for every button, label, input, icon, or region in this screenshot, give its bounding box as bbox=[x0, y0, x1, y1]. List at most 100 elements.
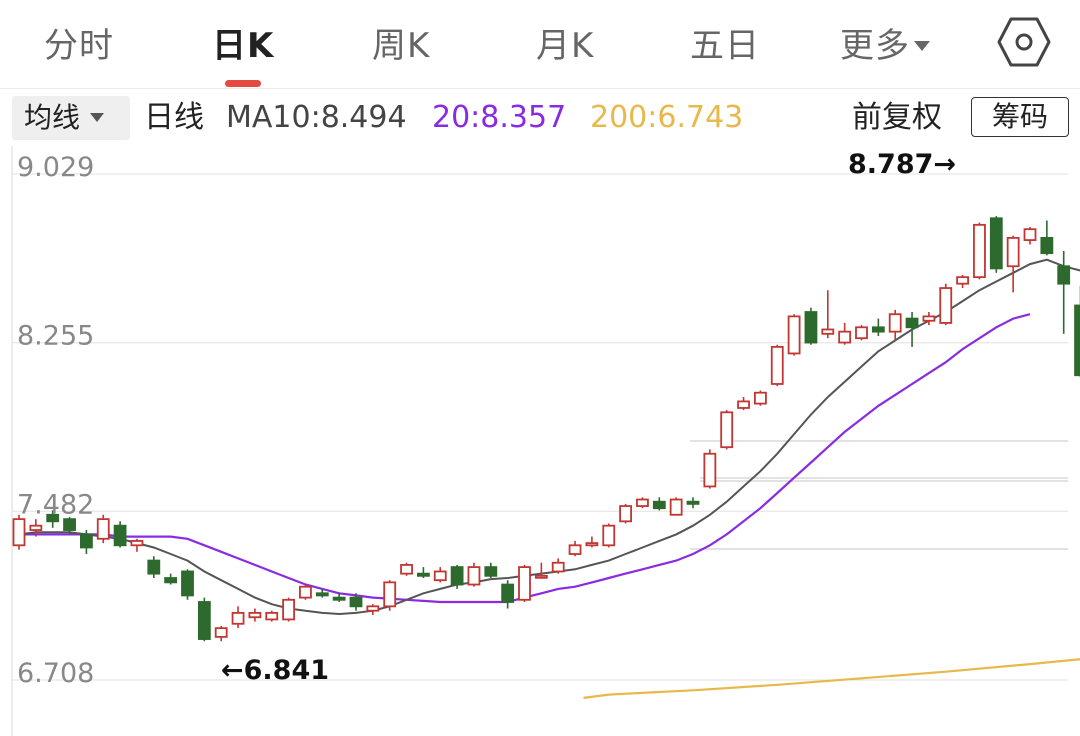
candle-body-up bbox=[551, 561, 565, 573]
candle-body-down bbox=[450, 566, 464, 586]
candle bbox=[922, 312, 936, 326]
candle bbox=[450, 564, 464, 589]
candle-body-up bbox=[248, 611, 262, 619]
candle-body-down bbox=[652, 500, 666, 510]
candle bbox=[534, 562, 548, 579]
candle bbox=[871, 318, 885, 337]
candle-body-up bbox=[585, 542, 599, 547]
candle-body-up bbox=[703, 452, 717, 488]
candle bbox=[551, 558, 565, 574]
candle bbox=[147, 556, 161, 578]
candle-body-down bbox=[416, 572, 430, 577]
hexagon-settings-icon[interactable] bbox=[997, 15, 1051, 69]
ma20-value: 20:8.357 bbox=[432, 100, 567, 135]
candle bbox=[956, 274, 969, 289]
tab-monthly-k[interactable]: 月K bbox=[536, 26, 595, 66]
candle-body-up bbox=[433, 570, 447, 582]
candle bbox=[1023, 227, 1037, 245]
tab-more-label: 更多 bbox=[840, 26, 910, 66]
candle bbox=[737, 397, 750, 411]
candle-body-up bbox=[231, 611, 245, 625]
candle bbox=[602, 523, 616, 548]
candle bbox=[416, 567, 430, 578]
candle bbox=[619, 503, 632, 524]
candle bbox=[484, 562, 498, 578]
candle-body-down bbox=[989, 217, 1003, 270]
candle bbox=[315, 588, 329, 598]
ma-dropdown-button[interactable]: 均线 bbox=[12, 96, 130, 140]
candle-body-down bbox=[164, 577, 178, 584]
candle bbox=[770, 344, 784, 387]
candle-body-up bbox=[754, 391, 767, 405]
candle bbox=[433, 567, 447, 583]
period-tabs: 分时 日K 周K 月K 五日 更多 bbox=[0, 0, 1080, 89]
candle-body-up bbox=[1023, 228, 1037, 241]
candle bbox=[804, 307, 818, 345]
ma10-value: MA10:8.494 bbox=[226, 100, 407, 135]
candle bbox=[720, 410, 734, 450]
candle-body-up bbox=[383, 581, 397, 608]
candle-body-up bbox=[96, 518, 110, 540]
candle-body-down bbox=[501, 583, 515, 603]
candle bbox=[703, 449, 717, 489]
indicator-bar: 均线 日线 MA10:8.494 20:8.357 200:6.743 前复权 … bbox=[0, 94, 1080, 144]
candle bbox=[46, 510, 60, 528]
candle-body-up bbox=[400, 564, 413, 575]
candle bbox=[518, 564, 531, 602]
candle-body-up bbox=[568, 544, 582, 555]
y-tick-label: 9.029 bbox=[17, 152, 94, 183]
candle-body-up bbox=[619, 505, 632, 523]
candle bbox=[501, 580, 515, 609]
candle-body-up bbox=[534, 574, 548, 579]
candle bbox=[164, 573, 178, 585]
candle-body-up bbox=[636, 498, 649, 507]
candle bbox=[1006, 235, 1020, 293]
tab-weekly-k[interactable]: 周K bbox=[372, 26, 431, 66]
candle bbox=[1057, 250, 1071, 334]
candle-body-up bbox=[720, 411, 734, 449]
candle bbox=[686, 497, 700, 509]
high-price-annotation: 8.787→ bbox=[848, 149, 956, 180]
candle-body-up bbox=[855, 326, 868, 340]
candle bbox=[1040, 220, 1054, 256]
candle bbox=[231, 606, 245, 629]
ma200-value: 200:6.743 bbox=[590, 100, 744, 135]
candle bbox=[787, 314, 801, 356]
candle-body-up bbox=[973, 223, 986, 279]
candle-body-down bbox=[484, 566, 498, 577]
chip-distribution-button[interactable]: 筹码 bbox=[971, 97, 1069, 137]
candle bbox=[349, 593, 363, 611]
candle bbox=[181, 569, 194, 600]
candle bbox=[754, 390, 767, 406]
candle bbox=[383, 580, 397, 611]
candle-body-up bbox=[922, 315, 936, 322]
triangle-down-icon bbox=[90, 112, 105, 122]
candle bbox=[905, 312, 919, 347]
candle bbox=[888, 309, 902, 341]
candle-body-down bbox=[332, 596, 346, 601]
candle-body-down bbox=[147, 559, 161, 575]
candle bbox=[989, 216, 1003, 273]
low-price-annotation: ←6.841 bbox=[221, 655, 329, 686]
candle-body-up bbox=[669, 498, 683, 516]
candle-body-up bbox=[366, 605, 380, 612]
tab-daily-k[interactable]: 日K bbox=[212, 26, 275, 66]
candle bbox=[652, 497, 666, 511]
candle-body-down bbox=[80, 533, 93, 549]
candle bbox=[855, 325, 868, 341]
candle bbox=[939, 283, 953, 326]
adjust-mode-label[interactable]: 前复权 bbox=[852, 100, 942, 135]
ma-button-label: 均线 bbox=[24, 101, 81, 134]
ma10-line bbox=[18, 258, 1080, 616]
tab-more[interactable]: 更多 bbox=[840, 18, 930, 67]
tab-intraday[interactable]: 分时 bbox=[44, 26, 114, 66]
candle bbox=[366, 604, 380, 616]
candle-body-up bbox=[888, 313, 902, 333]
candle-body-up bbox=[821, 328, 835, 335]
candle-body-up bbox=[299, 585, 312, 599]
tab-five-day[interactable]: 五日 bbox=[690, 26, 760, 66]
candle-body-up bbox=[467, 566, 481, 586]
candle bbox=[29, 519, 43, 537]
candle bbox=[1074, 285, 1080, 378]
